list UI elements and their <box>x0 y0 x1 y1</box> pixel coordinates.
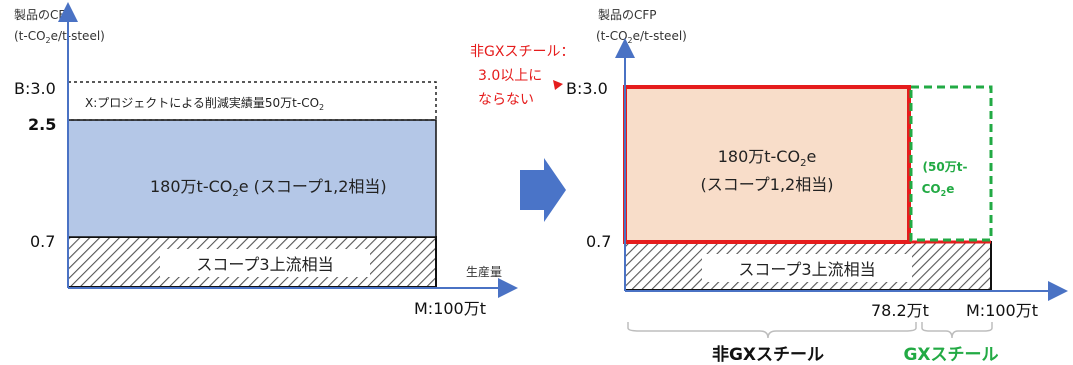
right-yaxis-unit: (t-CO2e/t-steel) <box>596 29 687 45</box>
right-tick-0-7: 0.7 <box>586 232 611 251</box>
left-tick-2-5: 2.5 <box>28 115 56 134</box>
left-scope3-label-bg <box>160 249 370 277</box>
left-reduction-label: X:プロジェクトによる削減実績量50万t-CO2 <box>85 95 324 112</box>
right-non-gx-label-2: (スコープ1,2相当) <box>701 175 834 194</box>
right-gx-box <box>909 85 993 242</box>
left-scope12-label: 180万t-CO2e (スコープ1,2相当) <box>150 177 387 199</box>
right-diagram: 製品のCFP (t-CO2e/t-steel) スコープ3上流相当 180万t-… <box>566 8 1068 365</box>
callout: 非GXスチール： 3.0以上に ならない <box>470 44 574 108</box>
left-diagram: 製品のCFP (t-CO2e/t-steel) スコープ3上流相当 180万t-… <box>14 2 518 318</box>
callout-line-1: 非GXスチール： <box>470 44 574 60</box>
right-x-max-label: M:100万t <box>966 301 1038 320</box>
right-scope3-label-bg <box>702 254 912 282</box>
right-yaxis-title: 製品のCFP <box>598 8 657 22</box>
callout-line-2: 3.0以上に <box>478 68 542 84</box>
left-xaxis-title: 生産量 <box>466 264 502 279</box>
non-gx-bracket <box>627 322 917 339</box>
left-tick-0-7: 0.7 <box>30 232 55 251</box>
gx-steel-label: GXスチール <box>903 345 998 365</box>
gx-bracket <box>921 322 993 339</box>
right-tick-b: B:3.0 <box>566 79 608 98</box>
right-x-mid-label: 78.2万t <box>871 301 929 320</box>
right-gx-label-2: CO2e <box>922 182 955 198</box>
callout-pointer-icon <box>553 80 563 90</box>
left-x-max-label: M:100万t <box>414 299 486 318</box>
left-yaxis-title: 製品のCFP <box>14 8 73 22</box>
non-gx-steel-label: 非GXスチール <box>712 344 824 365</box>
callout-line-3: ならない <box>478 92 534 108</box>
right-non-gx-box <box>623 85 911 244</box>
left-tick-b: B:3.0 <box>14 79 56 98</box>
left-yaxis-unit: (t-CO2e/t-steel) <box>14 29 105 45</box>
right-scope3-label: スコープ3上流相当 <box>738 260 875 279</box>
transition-arrow-icon <box>520 158 566 222</box>
right-non-gx-label-1: 180万t-CO2e <box>718 147 817 169</box>
left-scope3-label: スコープ3上流相当 <box>196 255 333 274</box>
right-gx-label-1: (50万t- <box>923 160 968 174</box>
